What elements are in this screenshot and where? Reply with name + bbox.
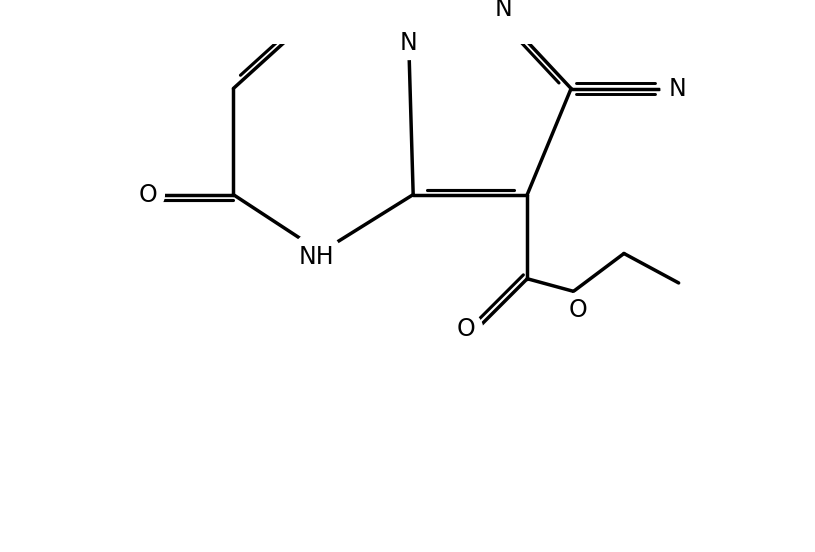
Text: O: O — [139, 183, 157, 206]
Circle shape — [292, 232, 342, 282]
Text: O: O — [456, 317, 475, 341]
Text: O: O — [568, 298, 587, 322]
Circle shape — [449, 312, 482, 346]
Circle shape — [561, 293, 594, 327]
Text: N: N — [495, 0, 513, 21]
Text: NH: NH — [299, 245, 335, 269]
Circle shape — [130, 178, 165, 211]
Circle shape — [392, 26, 425, 60]
Text: N: N — [669, 77, 687, 100]
Circle shape — [661, 72, 694, 105]
Circle shape — [487, 0, 520, 26]
Text: N: N — [400, 31, 417, 55]
